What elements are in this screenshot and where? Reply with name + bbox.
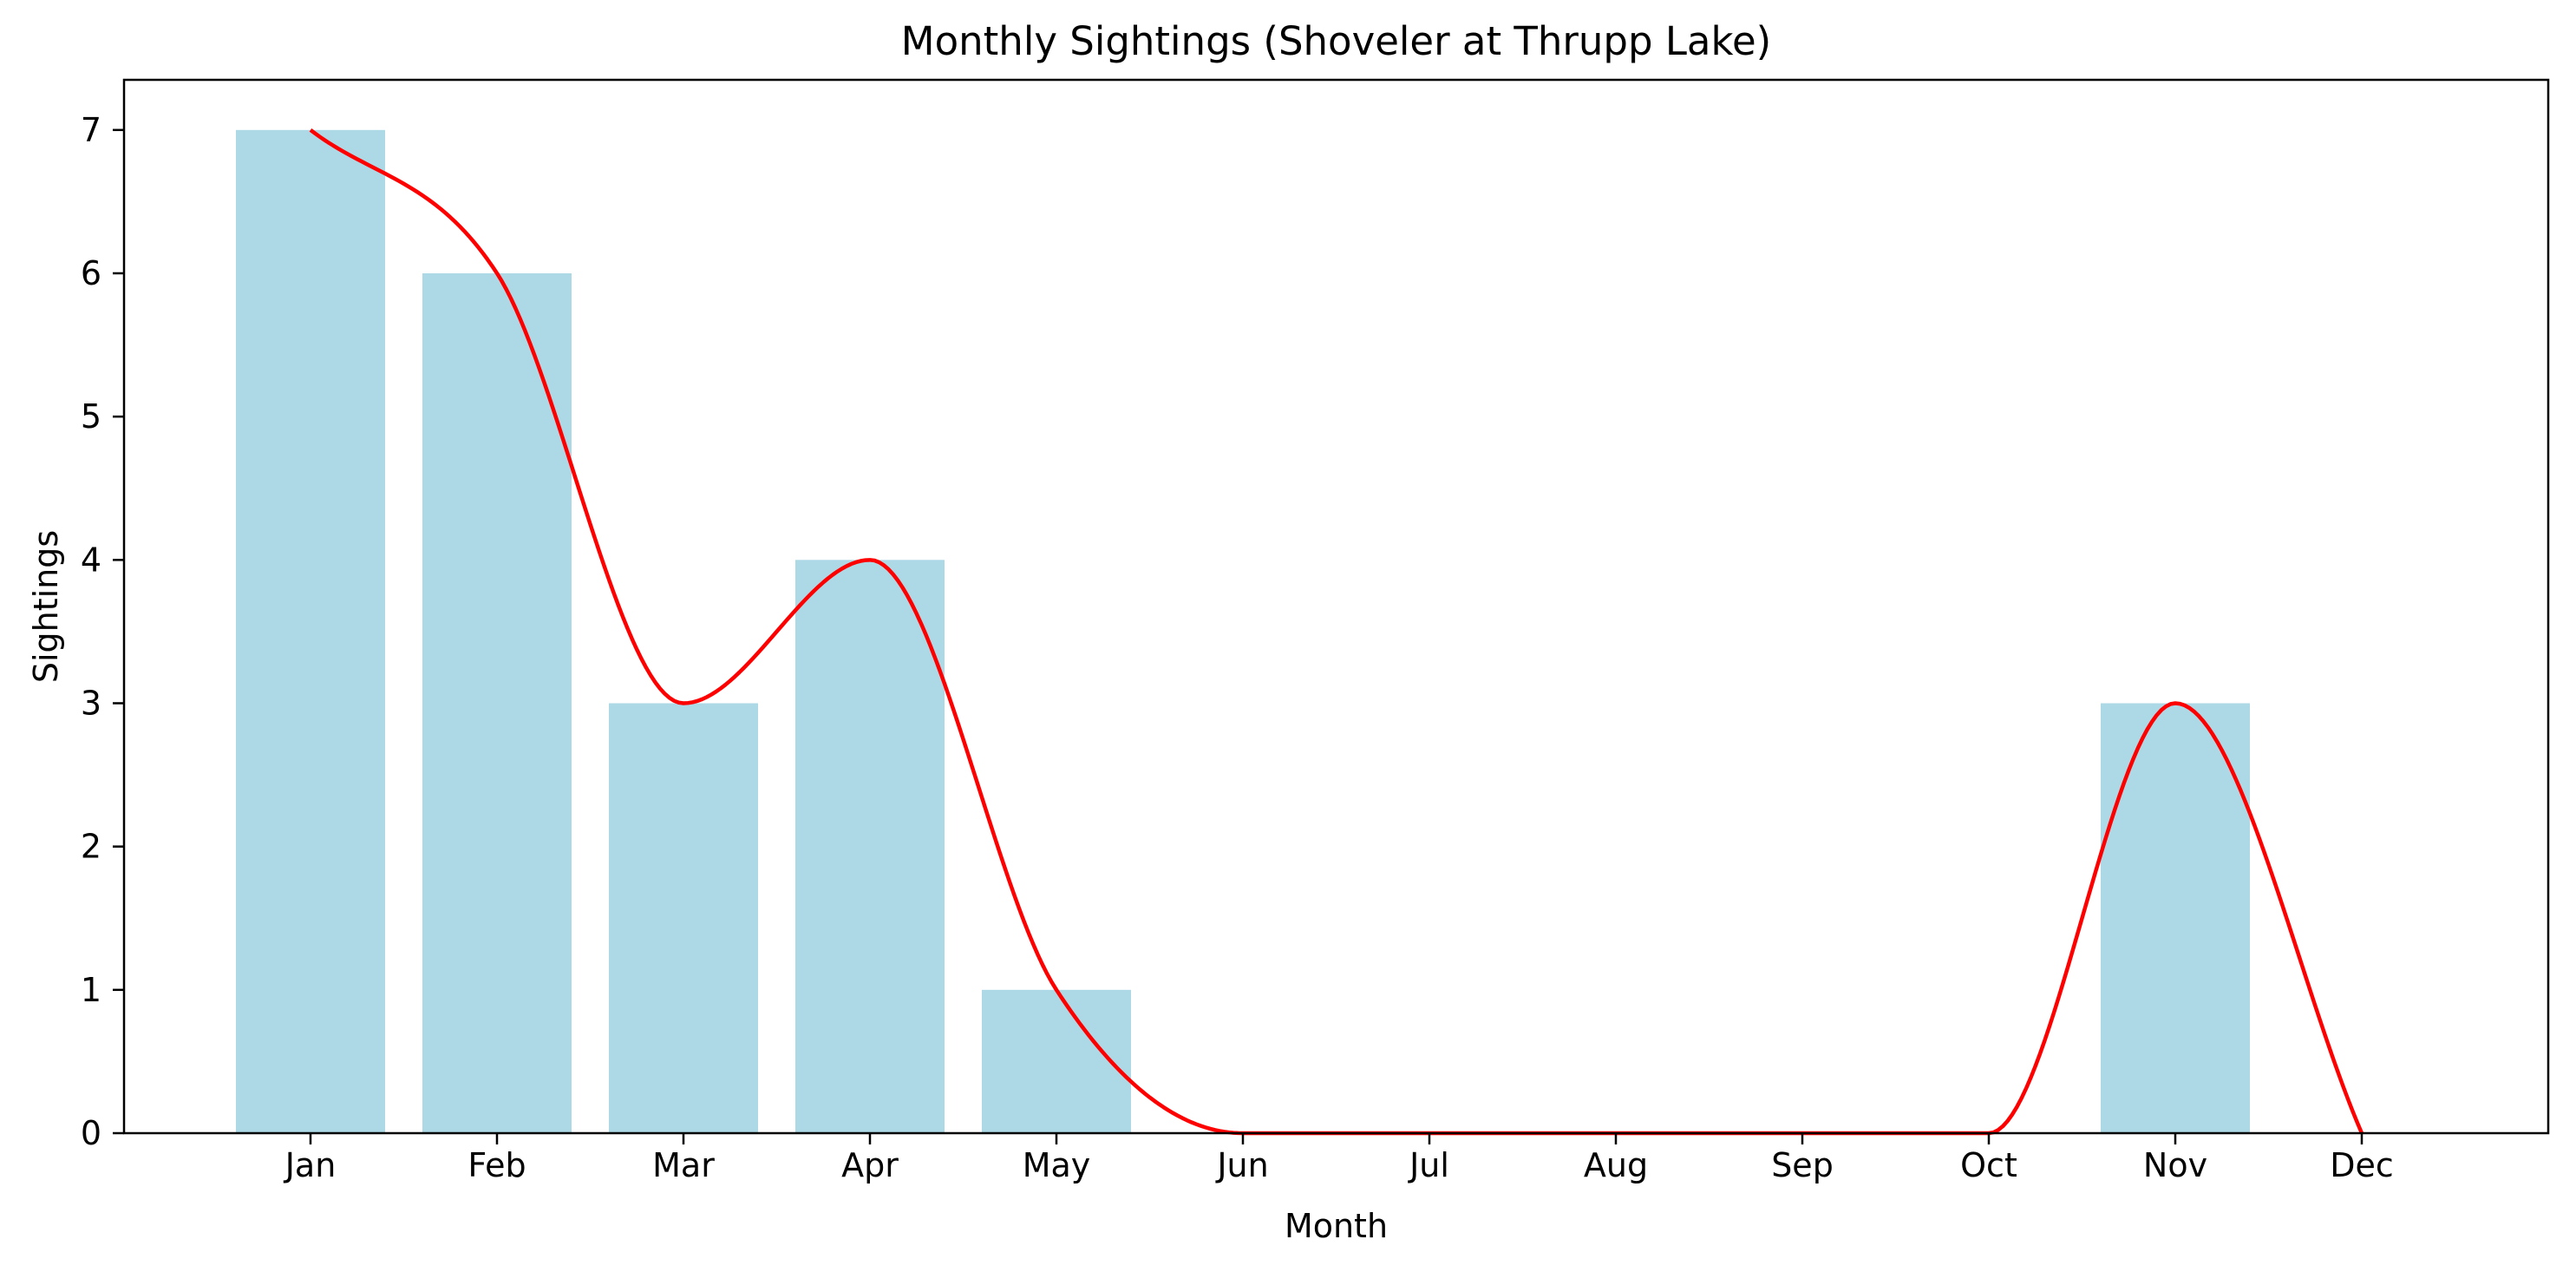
x-tick-label-apr: Apr [841, 1146, 899, 1184]
x-axis: Jan Feb Mar Apr May Jun Jul Aug Sep Oct Nov Dec [284, 1133, 2394, 1184]
bar-nov [2101, 703, 2250, 1133]
y-axis-label: Sightings [27, 530, 65, 683]
y-axis: 0 1 2 3 4 5 6 7 [81, 111, 124, 1152]
y-tick-label: 1 [81, 971, 101, 1009]
y-tick-label: 6 [81, 254, 101, 292]
x-tick-label-may: May [1023, 1146, 1091, 1184]
x-tick-label-aug: Aug [1584, 1146, 1648, 1184]
plot-frame [122, 78, 2550, 1135]
y-tick-label: 2 [81, 828, 101, 866]
x-tick-label-feb: Feb [467, 1146, 526, 1184]
y-tick-label: 5 [81, 397, 101, 436]
x-tick-label-jun: Jun [1215, 1146, 1268, 1184]
bar-feb [422, 272, 572, 1133]
x-tick-label-oct: Oct [1960, 1146, 2017, 1184]
bar-layer [236, 129, 2250, 1133]
x-axis-label: Month [1285, 1207, 1388, 1245]
y-tick-label: 7 [81, 111, 101, 149]
bar-jan [236, 129, 385, 1133]
y-tick-label: 3 [81, 684, 101, 722]
x-tick-label-mar: Mar [652, 1146, 715, 1184]
y-tick-label: 4 [81, 541, 101, 579]
x-tick-label-jul: Jul [1408, 1146, 1449, 1184]
bar-apr [795, 560, 945, 1133]
chart-title: Monthly Sightings (Shoveler at Thrupp La… [901, 18, 1771, 64]
x-tick-label-nov: Nov [2143, 1146, 2207, 1184]
bar-may [982, 989, 1131, 1133]
x-tick-label-dec: Dec [2330, 1146, 2394, 1184]
bar-mar [609, 703, 758, 1133]
x-tick-label-sep: Sep [1771, 1146, 1834, 1184]
y-tick-label: 0 [81, 1114, 101, 1152]
x-tick-label-jan: Jan [284, 1146, 337, 1184]
